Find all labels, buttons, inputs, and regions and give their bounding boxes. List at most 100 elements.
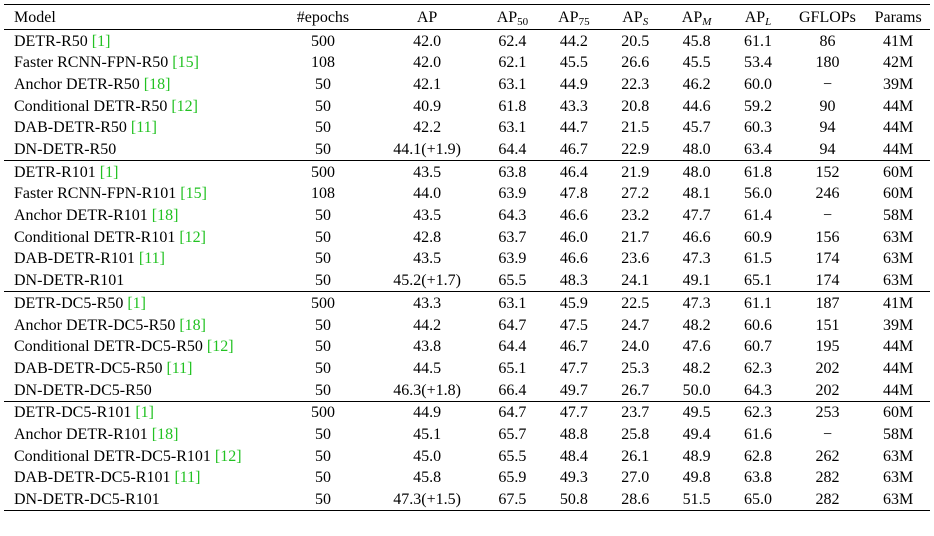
cell-model: Faster RCNN-FPN-R101 [15] (4, 183, 273, 205)
model-name: DETR-R101 (14, 163, 100, 181)
table-row: Faster RCNN-FPN-R101 [15] 108 44.0 63.9 47.8… (4, 183, 930, 205)
cell-ap: 44.1(+1.9) (393, 141, 461, 159)
cell-apm: 48.0 (665, 160, 728, 183)
citation-link[interactable]: [1] (91, 32, 111, 50)
header-aps-sub: S (642, 16, 649, 28)
citation-link[interactable]: [18] (151, 207, 179, 225)
cell-model: DETR-DC5-R101 [1] (4, 400, 274, 424)
cell-apl: 62.3 (727, 400, 789, 424)
cell-ap50: 62.4 (498, 32, 527, 50)
model-name: DN-DETR-R50 (14, 141, 117, 159)
cell-epochs: 108 (310, 185, 335, 203)
cell-aps: 25.3 (621, 359, 650, 377)
cell-ap75: 47.5 (559, 316, 588, 334)
model-name: Conditional DETR-DC5-R101 (14, 447, 215, 465)
cell-ap50: 64.7 (498, 316, 527, 334)
cell-ap75: 46.7 (559, 141, 588, 159)
cell-params: 44M (883, 141, 914, 159)
citation-link[interactable]: [18] (151, 425, 179, 443)
cell-model: DAB-DETR-DC5-R50 [11] (4, 357, 273, 379)
cell-apm: 50.0 (682, 381, 711, 399)
citation-link[interactable]: [12] (214, 447, 242, 465)
model-name: Anchor DETR-R101 (14, 425, 152, 443)
cell-ap50: 63.1 (481, 291, 544, 314)
cell-ap50: 63.9 (498, 250, 527, 268)
cell-model: Conditional DETR-R101 [12] (4, 226, 273, 248)
cell-ap: 42.8 (413, 228, 442, 246)
cell-model: DETR-R101 [1] (4, 160, 274, 183)
citation-link[interactable]: [15] (172, 54, 199, 72)
citation-link[interactable]: [11] (138, 250, 165, 268)
cell-aps: 24.1 (621, 272, 650, 290)
model-name: Conditional DETR-R50 (14, 97, 172, 115)
citation-link[interactable]: [1] (127, 294, 146, 312)
cell-gflops: 187 (788, 291, 867, 314)
cell-apm: 47.3 (665, 291, 728, 314)
cell-gflops: 202 (815, 359, 840, 377)
cell-ap: 42.1 (413, 75, 442, 93)
cell-ap75: 47.7 (559, 359, 588, 377)
cell-epochs: 108 (310, 54, 335, 72)
cell-ap50: 66.4 (498, 381, 527, 399)
cell-ap75: 49.3 (559, 469, 588, 487)
cell-apm: 47.3 (682, 250, 711, 268)
cell-epochs: 50 (314, 447, 331, 465)
cell-apl: 59.2 (743, 97, 772, 115)
cell-gflops: 151 (815, 316, 840, 334)
citation-link[interactable]: [12] (206, 338, 234, 356)
cell-aps: 20.8 (621, 97, 650, 115)
cell-epochs: 50 (314, 338, 331, 356)
cell-model: Anchor DETR-DC5-R50 [18] (4, 314, 273, 336)
cell-ap75: 44.7 (559, 119, 588, 137)
cell-epochs: 500 (273, 160, 373, 183)
citation-link[interactable]: [1] (135, 404, 154, 422)
table-row: DAB-DETR-DC5-R101 [11] 50 45.8 65.9 49.3 27.0… (4, 467, 930, 489)
cell-gflops: 202 (815, 381, 840, 399)
cell-gflops: 174 (815, 250, 840, 268)
cell-ap50: 64.7 (481, 400, 544, 424)
cell-ap75: 43.3 (559, 97, 588, 115)
cell-apl: 61.4 (743, 207, 772, 225)
cell-ap75: 46.6 (559, 207, 588, 225)
cell-gflops: 282 (815, 469, 840, 487)
cell-params: 63M (883, 228, 914, 246)
citation-link[interactable]: [11] (174, 469, 201, 487)
header-apl-sub: L (765, 16, 772, 28)
cell-apm: 49.4 (682, 425, 711, 443)
cell-ap: 45.8 (413, 469, 442, 487)
header-aps-base: AP (622, 9, 643, 26)
citation-link[interactable]: [15] (180, 185, 207, 203)
citation-link[interactable]: [12] (171, 97, 198, 115)
table-row: DN-DETR-R101 50 45.2(+1.7) 65.5 48.3 24.1 49.1… (4, 270, 930, 292)
cell-params: 63M (883, 447, 914, 465)
header-aps: APS (604, 4, 666, 30)
cell-model: Anchor DETR-R101 [18] (4, 205, 273, 227)
cell-gflops: − (822, 207, 832, 225)
cell-gflops: 152 (788, 160, 867, 183)
citation-link[interactable]: [18] (143, 75, 171, 93)
cell-apl: 63.8 (743, 469, 772, 487)
cell-gflops: 156 (815, 228, 840, 246)
citation-link[interactable]: [18] (179, 316, 206, 334)
cell-ap: 45.1 (413, 425, 442, 443)
cell-model: DN-DETR-R101 (4, 270, 273, 292)
cell-ap75: 46.6 (559, 250, 588, 268)
citation-link[interactable]: [11] (130, 119, 157, 137)
citation-link[interactable]: [12] (179, 228, 206, 246)
cell-gflops: 180 (815, 54, 840, 72)
cell-params: 63M (883, 250, 914, 268)
cell-aps: 23.7 (604, 400, 666, 424)
model-name: DAB-DETR-R50 (14, 119, 131, 137)
cell-epochs: 50 (314, 272, 331, 290)
header-params: Params (866, 4, 930, 30)
citation-link[interactable]: [11] (166, 359, 193, 377)
cell-apl: 60.0 (743, 75, 772, 93)
cell-model: DAB-DETR-R50 [11] (4, 117, 273, 139)
cell-ap75: 48.3 (559, 272, 588, 290)
citation-link[interactable]: [1] (99, 163, 119, 181)
cell-epochs: 50 (314, 469, 331, 487)
cell-params: 60M (883, 185, 914, 203)
cell-ap50: 65.5 (498, 447, 527, 465)
header-ap: AP (372, 4, 482, 30)
